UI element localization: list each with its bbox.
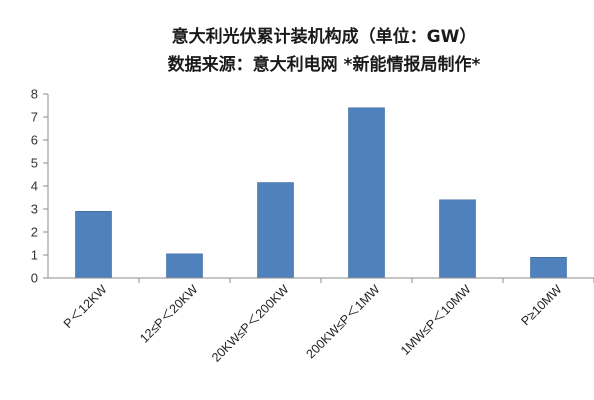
x-category-label: 12≤P＜20KW (137, 282, 201, 346)
y-tick-label: 6 (31, 133, 38, 148)
y-axis-ticks: 0 1 2 3 4 5 6 7 8 (31, 87, 48, 286)
x-category-label: 20KW≤P＜200KW (209, 282, 292, 365)
x-category-label: P＜12KW (61, 282, 110, 331)
bar (75, 211, 112, 279)
bar (439, 199, 476, 279)
chart-subtitle: 数据来源：意大利电网 *新能情报局制作* (168, 54, 481, 75)
x-category-label: P≥10MW (518, 282, 564, 328)
y-tick-label: 0 (31, 271, 38, 286)
x-category-label: 1MW≤P＜10MW (398, 282, 474, 358)
bar (348, 107, 385, 279)
y-tick-label: 2 (31, 225, 38, 240)
y-tick-label: 7 (31, 110, 38, 125)
bar (530, 256, 567, 279)
x-axis-category-labels: P＜12KW 12≤P＜20KW 20KW≤P＜200KW 200KW≤P＜1MW 1M… (61, 282, 565, 365)
x-category-label: 200KW≤P＜1MW (304, 282, 383, 361)
y-tick-label: 3 (31, 202, 38, 217)
y-tick-label: 1 (31, 248, 38, 263)
bar (257, 182, 294, 279)
bars-group (75, 107, 594, 283)
y-tick-label: 8 (31, 87, 38, 102)
y-tick-label: 4 (31, 179, 38, 194)
bar (166, 253, 203, 279)
y-tick-label: 5 (31, 156, 38, 171)
chart-title: 意大利光伏累计装机构成（单位：GW） (172, 26, 477, 47)
